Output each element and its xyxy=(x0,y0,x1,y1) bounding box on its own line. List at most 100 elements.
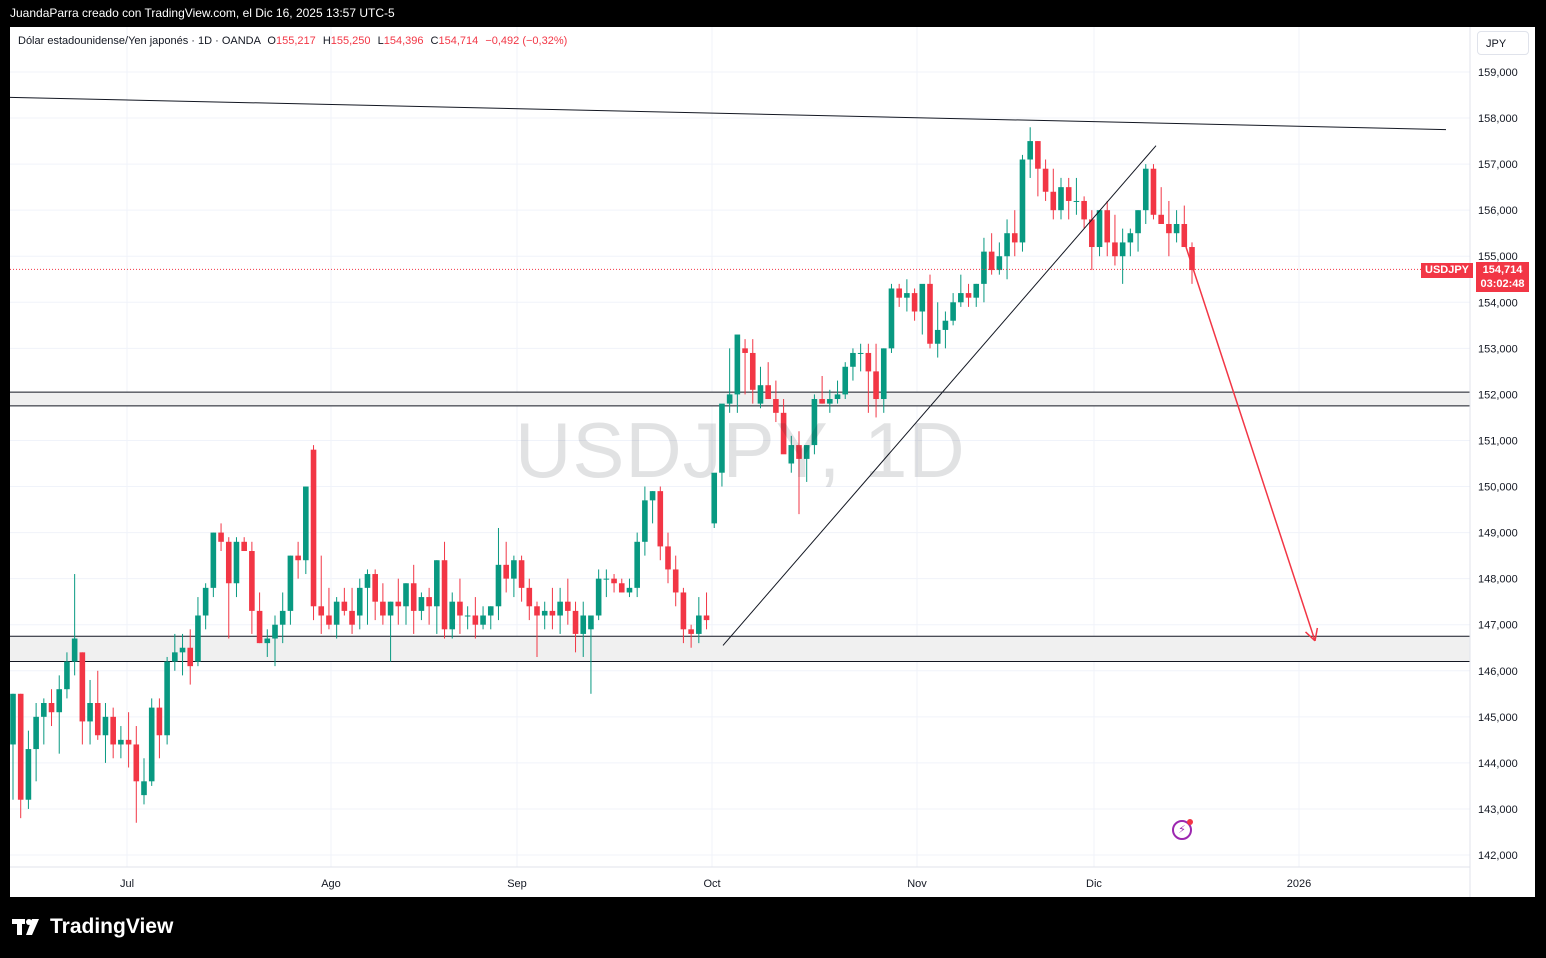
candle-body xyxy=(649,491,656,501)
candle xyxy=(865,343,872,413)
candle xyxy=(703,592,710,630)
candle xyxy=(934,302,941,358)
candle xyxy=(595,569,602,621)
candle xyxy=(726,348,733,413)
chart-frame[interactable]: 142,000 143,000 144,000 145,000 146,000 147,0… xyxy=(10,27,1535,897)
candle xyxy=(48,689,55,727)
candle xyxy=(326,587,332,630)
candle xyxy=(773,380,779,423)
candle xyxy=(981,237,987,303)
candle xyxy=(172,633,178,671)
candle xyxy=(919,283,926,335)
symbol-price-tag: USDJPY xyxy=(1421,263,1474,278)
high-value: 155,250 xyxy=(330,35,371,47)
candle xyxy=(295,541,301,579)
x-tick-label: Nov xyxy=(907,878,927,890)
lightning-bolt-icon[interactable]: ⚡ xyxy=(1172,820,1192,840)
candle-body xyxy=(472,615,479,625)
candlestick-chart[interactable]: 142,000 143,000 144,000 145,000 146,000 147,0… xyxy=(10,27,1535,897)
candle-body xyxy=(973,283,980,298)
candle-body xyxy=(788,445,795,464)
candle-body xyxy=(457,601,463,616)
candle-body xyxy=(110,716,116,745)
candle xyxy=(403,583,409,625)
candle xyxy=(1119,228,1126,284)
candle xyxy=(148,698,155,786)
candle-body xyxy=(773,399,779,413)
candle-body xyxy=(10,693,16,745)
candle-body xyxy=(803,445,810,459)
candle-body xyxy=(1004,233,1010,257)
candle-body xyxy=(572,610,579,634)
candle-body xyxy=(349,610,355,625)
candle xyxy=(896,283,902,307)
candle-body xyxy=(195,615,201,662)
candle xyxy=(696,597,702,644)
candle-body xyxy=(164,661,170,736)
candle-body xyxy=(988,251,995,271)
candle-body xyxy=(719,403,725,473)
currency-selector[interactable]: JPY xyxy=(1477,31,1529,55)
candle xyxy=(272,615,278,667)
candle xyxy=(87,679,93,745)
candle xyxy=(1027,127,1033,178)
tradingview-logo[interactable]: TradingView xyxy=(12,915,173,939)
candle-body xyxy=(1173,223,1180,234)
candle xyxy=(264,629,271,657)
y-tick-label: 146,000 xyxy=(1478,666,1518,678)
x-axis[interactable]: Jul Ago Sep Oct Nov Dic 2026 xyxy=(10,866,1470,890)
candle xyxy=(256,592,263,644)
candle xyxy=(850,348,856,381)
candle-body xyxy=(834,394,841,400)
candle xyxy=(187,629,194,685)
candle-body xyxy=(996,256,1003,271)
candle-body xyxy=(272,624,278,639)
candle-body xyxy=(295,555,301,561)
candle-body xyxy=(958,293,964,303)
brand-name: TradingView xyxy=(50,915,174,938)
candle-body xyxy=(950,302,956,321)
candle xyxy=(911,288,918,321)
candle-body xyxy=(1142,168,1149,211)
candle-body xyxy=(318,606,325,616)
candle xyxy=(1065,177,1072,220)
candle xyxy=(973,283,980,307)
candle-body xyxy=(857,352,864,354)
candle-body xyxy=(626,587,633,593)
candle-body xyxy=(118,739,124,745)
candle-body xyxy=(71,638,78,662)
y-tick-label: 148,000 xyxy=(1478,574,1518,586)
candle-body xyxy=(811,399,818,446)
candle-body xyxy=(541,610,548,616)
candle xyxy=(395,578,402,625)
candle xyxy=(649,491,656,524)
candle xyxy=(480,606,486,630)
bar-countdown: 03:02:48 xyxy=(1480,278,1525,290)
candle xyxy=(1004,219,1010,280)
candle-body xyxy=(565,601,571,611)
candle xyxy=(526,578,533,621)
candle-body xyxy=(380,601,386,616)
candle-body xyxy=(1189,247,1195,271)
last-price: 154,714 xyxy=(1482,264,1523,276)
candle xyxy=(71,574,78,676)
zone-layer xyxy=(10,391,1470,663)
y-axis[interactable]: 142,000 143,000 144,000 145,000 146,000 147,0… xyxy=(1469,27,1518,897)
candle xyxy=(1104,200,1111,257)
forecast-arrow-head xyxy=(1305,631,1316,642)
candle xyxy=(503,541,509,593)
candle xyxy=(410,564,417,634)
candle-body xyxy=(133,744,140,782)
candle-body xyxy=(1119,242,1126,257)
candle-body xyxy=(25,749,32,800)
candle-body xyxy=(688,629,694,634)
x-tick-label: Dic xyxy=(1086,878,1102,890)
candle-body xyxy=(495,564,502,607)
candle-body xyxy=(919,283,926,312)
candle xyxy=(749,339,756,404)
candle-body xyxy=(1027,141,1033,160)
y-tick-label: 158,000 xyxy=(1478,113,1518,125)
candle-body xyxy=(1127,233,1134,243)
candle-body xyxy=(1096,210,1103,248)
candle-body xyxy=(356,587,363,616)
